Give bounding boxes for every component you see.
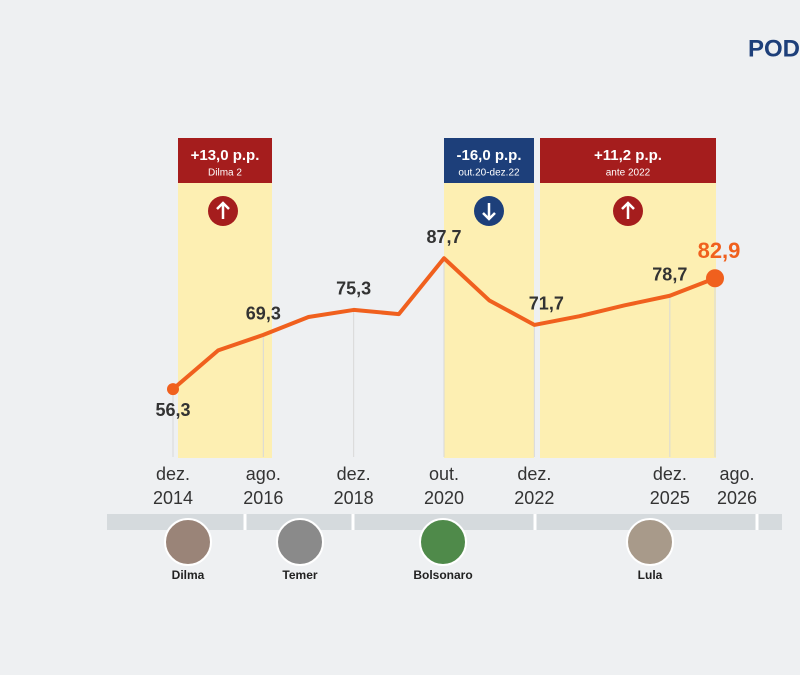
- data-line: [171, 256, 716, 391]
- x-tick-label: ago. 2026: [716, 464, 758, 508]
- arrow: [216, 201, 230, 219]
- period-label: +11,2 p.p.: [594, 147, 662, 164]
- president-name: Dilma: [172, 568, 205, 582]
- president-name: Temer: [282, 568, 317, 582]
- period: -16,0 p.p. out.20-dez.22: [444, 138, 534, 458]
- period-header: [444, 138, 534, 183]
- portrait: [164, 518, 212, 566]
- data-point: [167, 383, 179, 396]
- value-label: 87,7: [426, 227, 461, 247]
- x-tick-label: dez. 2014: [152, 464, 194, 508]
- period-band: [444, 183, 534, 458]
- value-label: 71,7: [529, 294, 564, 314]
- arrow: [482, 203, 496, 221]
- value-label: 69,3: [246, 304, 281, 324]
- period-band: [540, 183, 716, 458]
- period-header: [178, 138, 272, 183]
- president-name: Lula: [638, 568, 663, 582]
- portrait: [626, 518, 674, 566]
- period-sublabel: out.20-dez.22: [458, 168, 520, 179]
- value-label: 82,9: [698, 238, 741, 263]
- data-point: [706, 269, 724, 288]
- value-label: 75,3: [336, 279, 371, 299]
- period-label: -16,0 p.p.: [456, 147, 521, 164]
- portrait: [419, 518, 467, 566]
- x-tick-label: dez. 2018: [333, 464, 374, 508]
- period: +11,2 p.p. ante 2022: [540, 138, 716, 458]
- period: +13,0 p.p. Dilma 2: [178, 138, 272, 458]
- arrow: [621, 201, 635, 219]
- value-label: 56,3: [155, 400, 190, 420]
- value-label: 78,7: [652, 265, 687, 285]
- portrait: [276, 518, 324, 566]
- president-name: Bolsonaro: [413, 568, 472, 582]
- period-sublabel: ante 2022: [606, 168, 651, 179]
- x-tick-label: dez. 2022: [514, 464, 555, 508]
- period-label: +13,0 p.p.: [191, 147, 260, 164]
- period-header: [540, 138, 716, 183]
- period-sublabel: Dilma 2: [208, 168, 242, 179]
- x-tick-label: out. 2020: [423, 464, 465, 508]
- logo: POD: [748, 35, 800, 62]
- x-tick-label: ago. 2016: [243, 464, 284, 508]
- x-tick-label: dez. 2025: [649, 464, 690, 508]
- period-band: [178, 183, 272, 458]
